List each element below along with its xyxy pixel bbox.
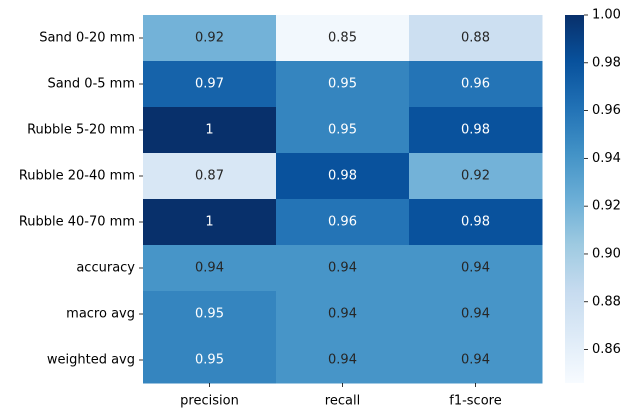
heatmap-cell xyxy=(409,245,543,292)
cell-value-label: 0.95 xyxy=(328,77,357,92)
heatmap-cell xyxy=(409,153,543,200)
heatmap-cell xyxy=(276,291,410,338)
cell-value-label: 0.94 xyxy=(461,353,490,368)
y-tick-label: accuracy xyxy=(76,261,135,276)
colorbar-tick-label: 0.90 xyxy=(592,246,621,261)
cell-value-label: 0.94 xyxy=(461,307,490,322)
heatmap-cell xyxy=(143,61,277,108)
cell-value-label: 0.94 xyxy=(461,261,490,276)
heatmap-cell xyxy=(143,107,277,154)
cell-value-label: 0.88 xyxy=(461,31,490,46)
y-tick-label: Rubble 40-70 mm xyxy=(19,215,135,230)
heatmap-cell xyxy=(276,337,410,384)
heatmap-cell xyxy=(409,291,543,338)
colorbar-tick-label: 0.88 xyxy=(592,294,621,309)
heatmap-cell xyxy=(409,337,543,384)
heatmap-cell xyxy=(276,245,410,292)
heatmap-cell xyxy=(276,61,410,108)
heatmap-cell-labels: 0.92 0.85 0.88 0.97 0.95 0.96 1 0.95 0.98 0.87 0.9… xyxy=(195,31,490,368)
heatmap-cell xyxy=(409,61,543,108)
cell-value-label: 1 xyxy=(205,123,213,138)
cell-value-label: 0.96 xyxy=(328,215,357,230)
cell-value-label: 0.98 xyxy=(461,215,490,230)
cell-value-label: 0.95 xyxy=(195,307,224,322)
cell-value-label: 0.85 xyxy=(328,31,357,46)
heatmap-cell xyxy=(276,15,410,62)
heatmap-cell xyxy=(276,199,410,246)
colorbar-tick-label: 0.98 xyxy=(592,55,621,70)
y-tick-label: macro avg xyxy=(66,307,135,322)
heatmap-cell xyxy=(143,291,277,338)
heatmap-cell xyxy=(143,15,277,62)
cell-value-label: 0.94 xyxy=(195,261,224,276)
heatmap-cell xyxy=(276,153,410,200)
colorbar-tick-label: 0.86 xyxy=(592,342,621,357)
y-tick-label: Sand 0-5 mm xyxy=(47,77,135,92)
y-axis: Sand 0-20 mm Sand 0-5 mm Rubble 5-20 mm Rub… xyxy=(19,31,143,368)
x-axis: precision recall f1-score xyxy=(180,383,502,409)
cell-value-label: 0.92 xyxy=(195,31,224,46)
x-tick-label: f1-score xyxy=(449,394,501,409)
cell-value-label: 0.95 xyxy=(328,123,357,138)
heatmap-cell xyxy=(276,107,410,154)
y-tick-label: Rubble 20-40 mm xyxy=(19,169,135,184)
cell-value-label: 0.95 xyxy=(195,353,224,368)
colorbar-tick-label: 1.00 xyxy=(592,8,621,23)
x-tick-label: precision xyxy=(180,394,239,409)
heatmap-cell xyxy=(143,153,277,200)
heatmap-cells xyxy=(143,15,543,384)
cell-value-label: 0.94 xyxy=(328,353,357,368)
colorbar-gradient xyxy=(565,15,584,383)
colorbar: 0.86 0.88 0.90 0.92 0.94 0.96 0.98 1.00 xyxy=(565,8,621,383)
heatmap-cell xyxy=(143,245,277,292)
cell-value-label: 0.92 xyxy=(461,169,490,184)
cell-value-label: 0.98 xyxy=(461,123,490,138)
cell-value-label: 0.96 xyxy=(461,77,490,92)
colorbar-tick-label: 0.94 xyxy=(592,151,621,166)
colorbar-tick-label: 0.96 xyxy=(592,103,621,118)
heatmap-cell xyxy=(409,107,543,154)
heatmap-cell xyxy=(143,199,277,246)
heatmap-cell xyxy=(409,199,543,246)
y-tick-label: weighted avg xyxy=(47,353,135,368)
cell-value-label: 0.98 xyxy=(328,169,357,184)
x-tick-label: recall xyxy=(325,394,360,409)
cell-value-label: 1 xyxy=(205,215,213,230)
y-tick-label: Sand 0-20 mm xyxy=(39,31,135,46)
colorbar-tick-label: 0.92 xyxy=(592,199,621,214)
cell-value-label: 0.87 xyxy=(195,169,224,184)
y-tick-label: Rubble 5-20 mm xyxy=(27,123,135,138)
heatmap-cell xyxy=(409,15,543,62)
heatmap-cell xyxy=(143,337,277,384)
cell-value-label: 0.97 xyxy=(195,77,224,92)
cell-value-label: 0.94 xyxy=(328,261,357,276)
cell-value-label: 0.94 xyxy=(328,307,357,322)
